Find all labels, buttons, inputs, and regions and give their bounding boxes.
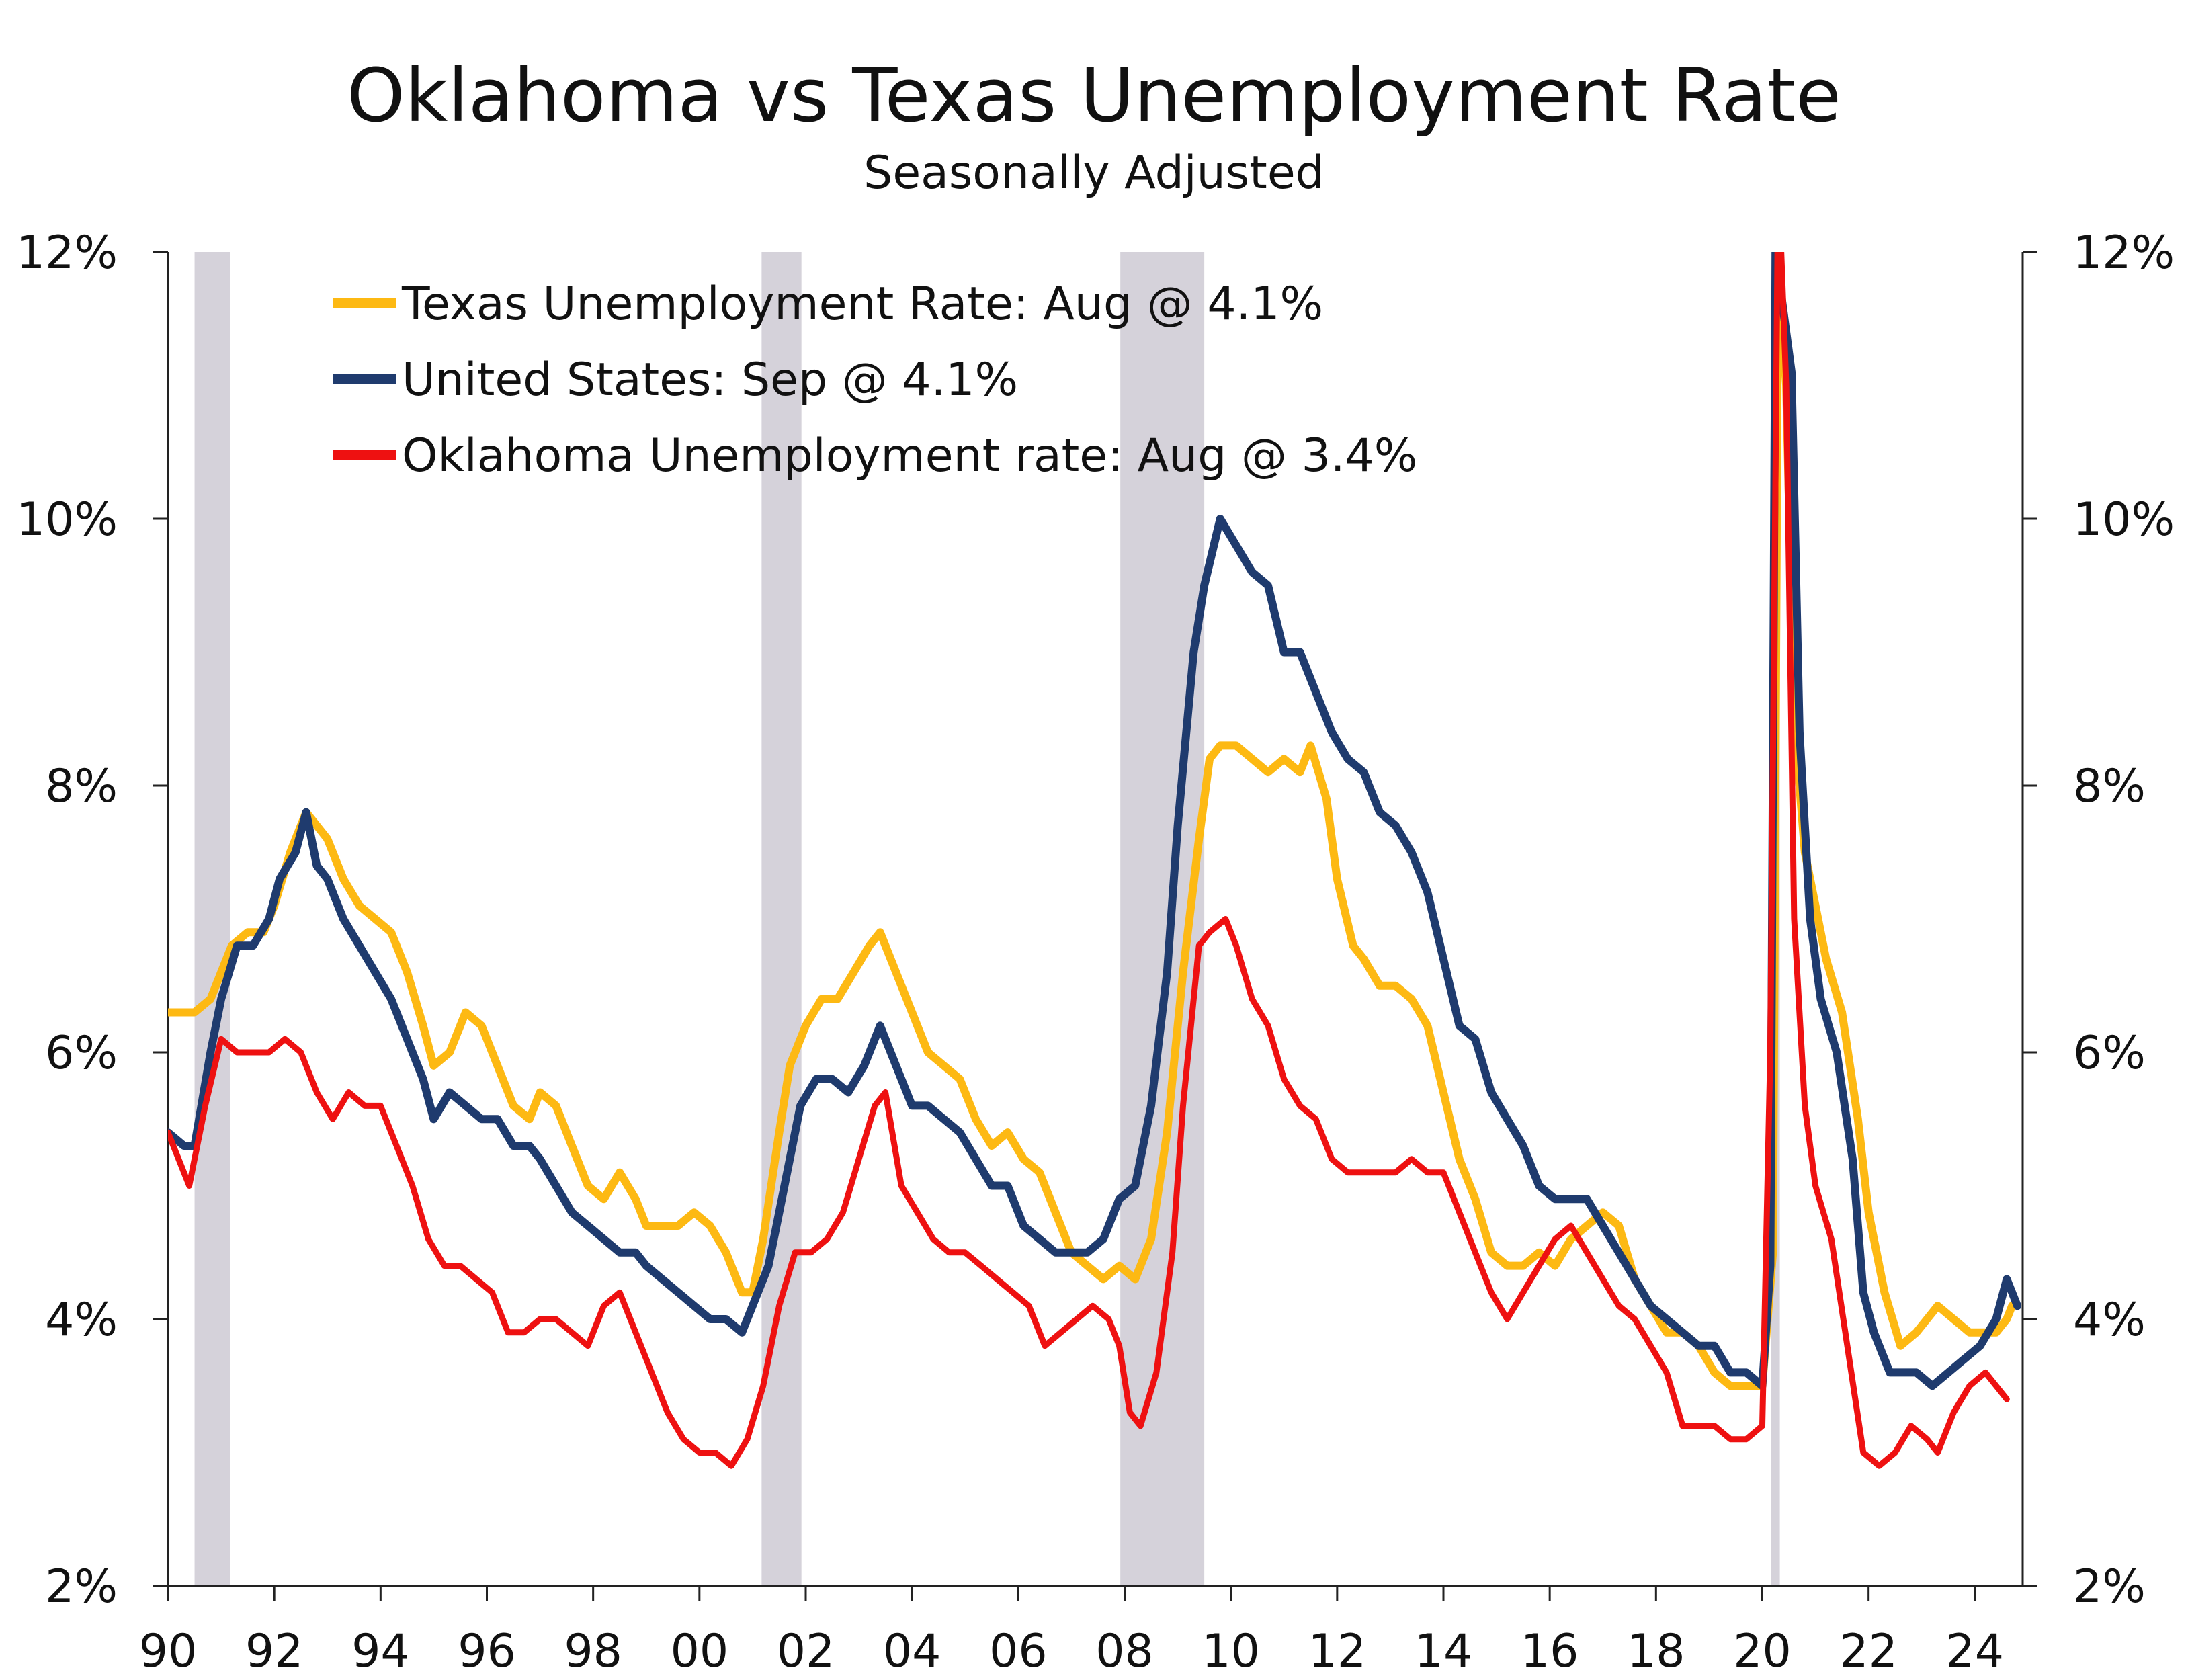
series-lines <box>168 252 2022 1469</box>
x-tick-label: 20 <box>1733 1625 1792 1678</box>
x-tick-label: 96 <box>458 1625 516 1678</box>
y-tick-label-left: 6% <box>45 1027 118 1080</box>
y-tick-label-right: 6% <box>2073 1027 2146 1080</box>
series-line-oklahoma <box>168 252 2010 1469</box>
x-tick-label: 92 <box>245 1625 304 1678</box>
x-tick-label: 08 <box>1095 1625 1154 1678</box>
legend-label-us: United States: Sep @ 4.1% <box>402 353 1018 407</box>
y-tick-label-right: 10% <box>2073 493 2175 546</box>
y-tick-label-right: 8% <box>2073 760 2146 813</box>
x-tick-label: 00 <box>671 1625 729 1678</box>
y-tick-label-right: 2% <box>2073 1560 2146 1613</box>
legend-label-texas: Texas Unemployment Rate: Aug @ 4.1% <box>401 278 1323 331</box>
x-tick-label: 14 <box>1415 1625 1473 1678</box>
x-tick-label: 24 <box>1946 1625 2005 1678</box>
y-tick-label-left: 10% <box>16 493 118 546</box>
legend-label-oklahoma: Oklahoma Unemployment rate: Aug @ 3.4% <box>402 429 1417 482</box>
x-tick-label: 04 <box>883 1625 941 1678</box>
x-tick-label: 06 <box>989 1625 1048 1678</box>
axes: 2% 2% 4% 4% 6% 6% 8% 8% 10% 10% 12% 12% 90 92 94 96 98 00… <box>16 226 2175 1678</box>
x-tick-label: 10 <box>1202 1625 1260 1678</box>
y-tick-label-right: 12% <box>2073 226 2175 280</box>
y-tick-label-left: 2% <box>45 1560 118 1613</box>
legend: Texas Unemployment Rate: Aug @ 4.1% Unit… <box>333 278 1417 482</box>
series-line-us <box>168 252 2022 1390</box>
y-tick-label-left: 8% <box>45 760 118 813</box>
x-tick-label: 94 <box>351 1625 410 1678</box>
x-tick-label: 22 <box>1839 1625 1898 1678</box>
x-tick-label: 90 <box>139 1625 198 1678</box>
y-tick-label-right: 4% <box>2073 1294 2146 1347</box>
x-tick-label: 16 <box>1521 1625 1579 1678</box>
chart-title: Oklahoma vs Texas Unemployment Rate <box>347 52 1841 138</box>
x-tick-label: 02 <box>777 1625 835 1678</box>
x-tick-label: 98 <box>564 1625 622 1678</box>
chart-subtitle: Seasonally Adjusted <box>864 146 1324 200</box>
y-tick-label-left: 4% <box>45 1294 118 1347</box>
x-tick-label: 12 <box>1308 1625 1367 1678</box>
recession-band <box>194 252 230 1586</box>
series-line-texas <box>168 252 2017 1390</box>
x-tick-label: 18 <box>1627 1625 1685 1678</box>
y-tick-label-left: 12% <box>16 226 118 280</box>
